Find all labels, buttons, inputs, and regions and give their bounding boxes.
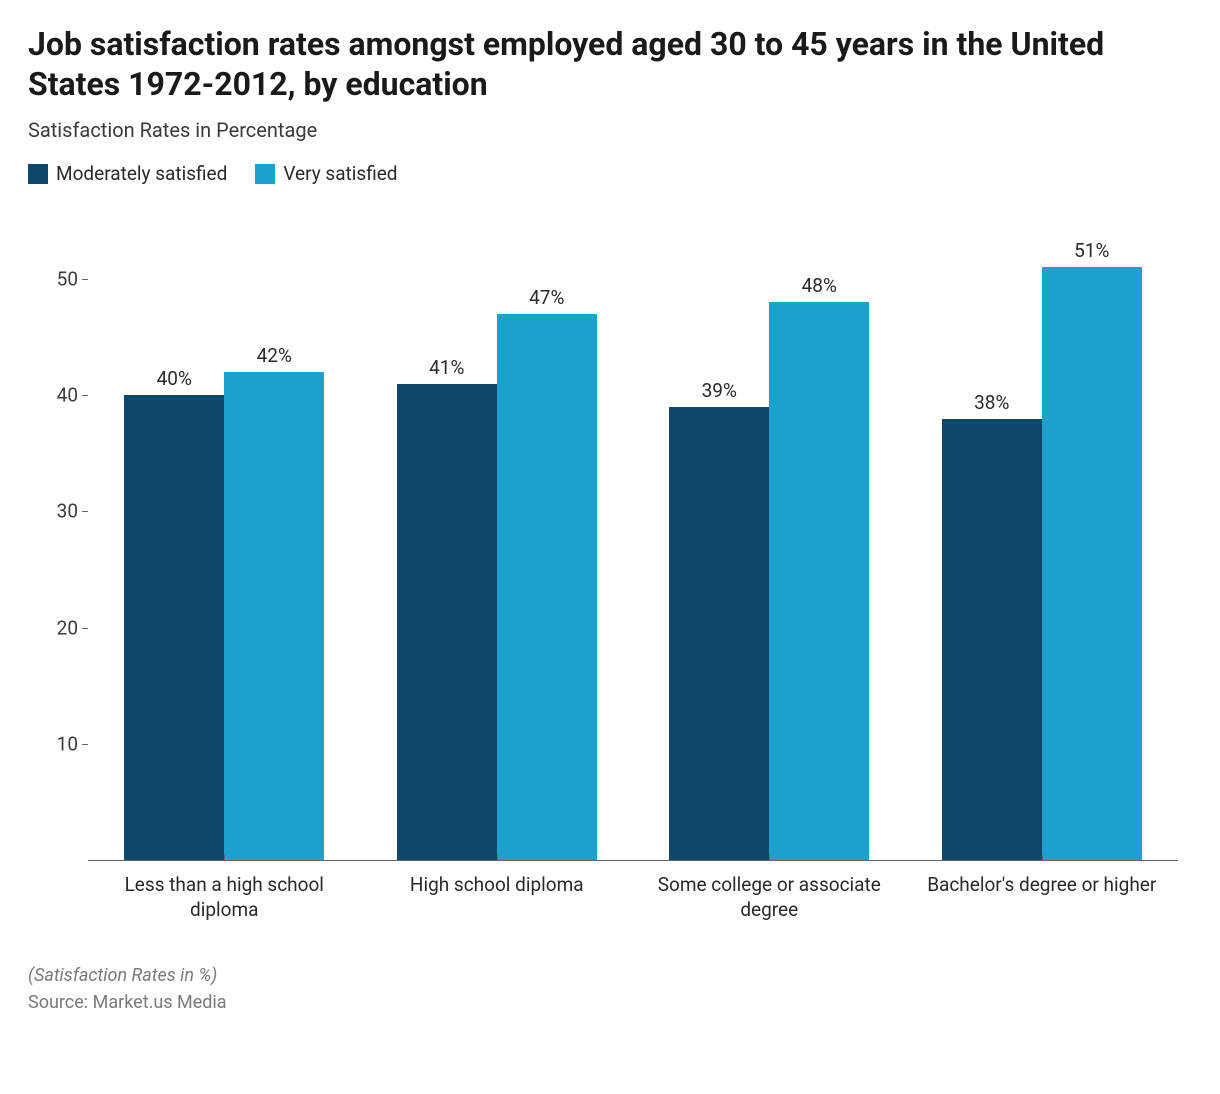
bar: 39% <box>669 407 769 860</box>
legend-swatch <box>255 164 275 184</box>
bar: 38% <box>942 419 1042 860</box>
bar: 47% <box>497 314 597 860</box>
bar: 41% <box>397 384 497 860</box>
bar-group: 41%47% <box>361 221 634 860</box>
y-tick-mark <box>82 511 88 512</box>
bar-value-label: 40% <box>124 367 224 390</box>
legend-item: Moderately satisfied <box>28 162 227 185</box>
legend-label: Very satisfied <box>283 162 397 185</box>
bar-value-label: 39% <box>669 379 769 402</box>
y-tick-mark <box>82 395 88 396</box>
y-tick-mark <box>82 744 88 745</box>
bar: 40% <box>124 395 224 860</box>
chart-title: Job satisfaction rates amongst employed … <box>28 24 1192 104</box>
bar-value-label: 38% <box>942 391 1042 414</box>
x-axis-label: Some college or associate degree <box>633 861 906 941</box>
x-axis-label: Less than a high school diploma <box>88 861 361 941</box>
legend-label: Moderately satisfied <box>56 162 227 185</box>
chart-subtitle: Satisfaction Rates in Percentage <box>28 118 1192 142</box>
y-tick-label: 20 <box>38 616 78 639</box>
legend: Moderately satisfied Very satisfied <box>28 162 1192 185</box>
bar: 48% <box>769 302 869 860</box>
plot-area: 40%42%41%47%39%48%38%51% 1020304050 <box>88 221 1178 861</box>
chart: 40%42%41%47%39%48%38%51% 1020304050 Less… <box>38 221 1178 941</box>
x-axis-labels: Less than a high school diplomaHigh scho… <box>88 861 1178 941</box>
y-tick-label: 50 <box>38 268 78 291</box>
bar-groups: 40%42%41%47%39%48%38%51% <box>88 221 1178 860</box>
bar-group: 38%51% <box>906 221 1179 860</box>
chart-footer: (Satisfaction Rates in %) Source: Market… <box>28 965 1192 1013</box>
footer-note: (Satisfaction Rates in %) <box>28 965 1192 986</box>
y-tick-label: 10 <box>38 732 78 755</box>
x-tick-mark <box>1042 855 1043 861</box>
y-tick-mark <box>82 628 88 629</box>
x-axis-label: Bachelor's degree or higher <box>906 861 1179 941</box>
y-tick-mark <box>82 279 88 280</box>
legend-item: Very satisfied <box>255 162 397 185</box>
x-axis-label: High school diploma <box>361 861 634 941</box>
bar-group: 39%48% <box>633 221 906 860</box>
bar: 51% <box>1042 267 1142 860</box>
x-tick-mark <box>497 855 498 861</box>
bar-group: 40%42% <box>88 221 361 860</box>
bar-value-label: 48% <box>769 274 869 297</box>
x-tick-mark <box>769 855 770 861</box>
x-tick-mark <box>224 855 225 861</box>
bar-value-label: 42% <box>224 344 324 367</box>
y-tick-label: 30 <box>38 500 78 523</box>
footer-source: Source: Market.us Media <box>28 992 1192 1013</box>
bar-value-label: 41% <box>397 356 497 379</box>
bar: 42% <box>224 372 324 860</box>
bar-value-label: 51% <box>1042 239 1142 262</box>
y-tick-label: 40 <box>38 384 78 407</box>
bar-value-label: 47% <box>497 286 597 309</box>
legend-swatch <box>28 164 48 184</box>
